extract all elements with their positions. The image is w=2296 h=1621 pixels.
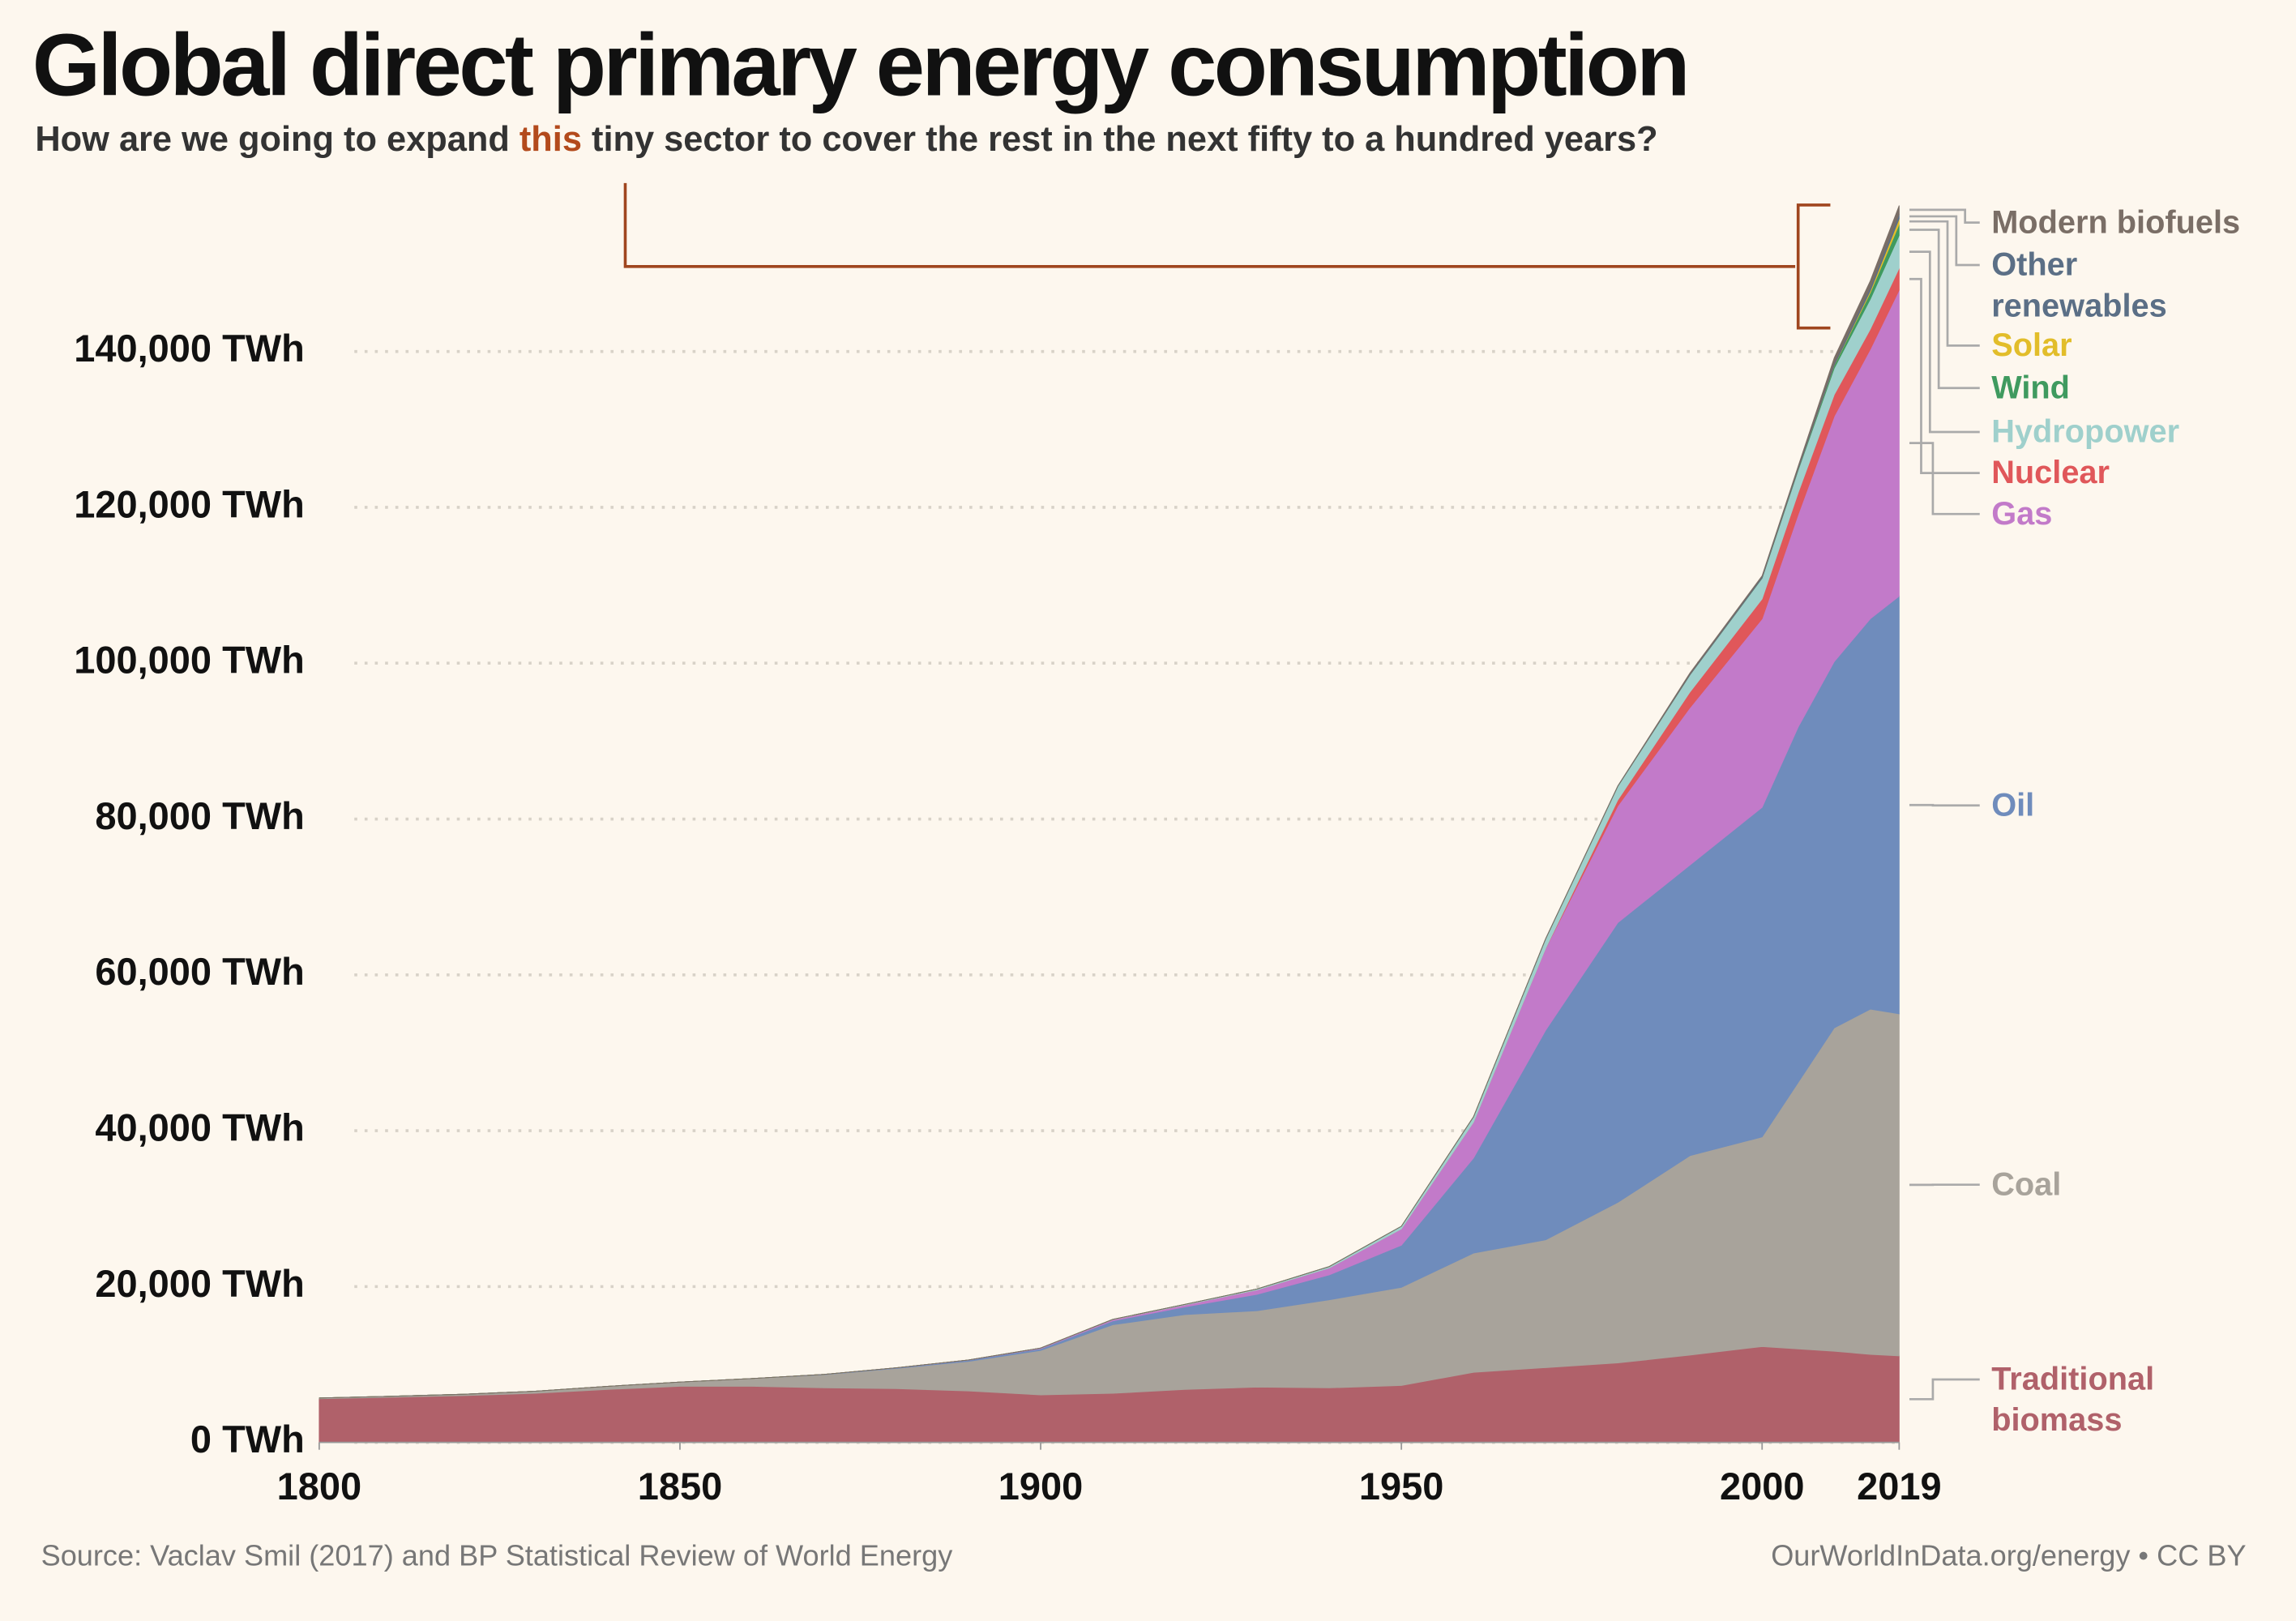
y-tick-label: 60,000 TWh: [95, 950, 304, 993]
legend-connector: [1909, 220, 1980, 347]
area: [319, 205, 1900, 1399]
y-tick-label: 0 TWh: [190, 1418, 305, 1461]
subtitle-text: tiny sector to cover the rest in the nex…: [581, 120, 1658, 160]
legend-label: Solar: [1991, 326, 2072, 364]
legend-label: Other renewables: [1991, 246, 2167, 324]
legend-connector: [1909, 250, 1980, 434]
legend-connector: [1909, 215, 1980, 267]
areas: [319, 205, 1900, 1444]
legend-label: Wind: [1991, 369, 2070, 406]
subtitle-highlight: this: [519, 120, 582, 160]
y-tick-label: 40,000 TWh: [95, 1106, 304, 1148]
legend-connector: [1909, 442, 1980, 515]
source: Source: Vaclav Smil (2017) and BP Statis…: [41, 1540, 953, 1573]
x-tick-label: 2000: [1720, 1465, 1805, 1508]
legend-label: Traditional biomass: [1991, 1360, 2155, 1439]
chart-title: Global direct primary energy consumption: [32, 15, 1691, 114]
annotation-line: [623, 182, 1796, 268]
y-tick-label: 20,000 TWh: [95, 1262, 304, 1305]
axes: 0 TWh 20,000 TWh 40,000 TWh 60,000 TWh 80,00…: [74, 208, 1980, 1508]
y-tick-label: 120,000 TWh: [74, 482, 305, 525]
legend-label: Gas: [1991, 494, 2053, 532]
legend-label: Nuclear: [1991, 454, 2110, 491]
x-tick-label: 1950: [1359, 1465, 1444, 1508]
x-tick-label: 1800: [277, 1465, 362, 1508]
annotation-bracket: [1796, 203, 1831, 330]
x-tick-label: 1850: [638, 1465, 723, 1508]
legend-connector: [1909, 1378, 1980, 1401]
legend-label: Coal: [1991, 1165, 2062, 1203]
y-tick-label: 100,000 TWh: [74, 639, 305, 682]
chart-subtitle: How are we going to expand this tiny sec…: [35, 120, 1657, 161]
subtitle-text: How are we going to expand: [35, 120, 519, 160]
y-tick-label: 80,000 TWh: [95, 794, 304, 837]
legend-label: Modern biofuels: [1991, 203, 2241, 241]
legend-connector: [1909, 229, 1980, 390]
legend-connector: [1909, 803, 1980, 807]
legend-label: Oil: [1991, 786, 2035, 823]
legend-label: Hydropower: [1991, 413, 2180, 450]
legend-connector: [1909, 277, 1980, 474]
x-tick-label: 2019: [1857, 1465, 1942, 1508]
credit: OurWorldInData.org/energy • CC BY: [1771, 1540, 2247, 1573]
x-tick-label: 1900: [998, 1465, 1084, 1508]
y-tick-label: 140,000 TWh: [74, 327, 305, 370]
legend-connector: [1909, 208, 1980, 224]
